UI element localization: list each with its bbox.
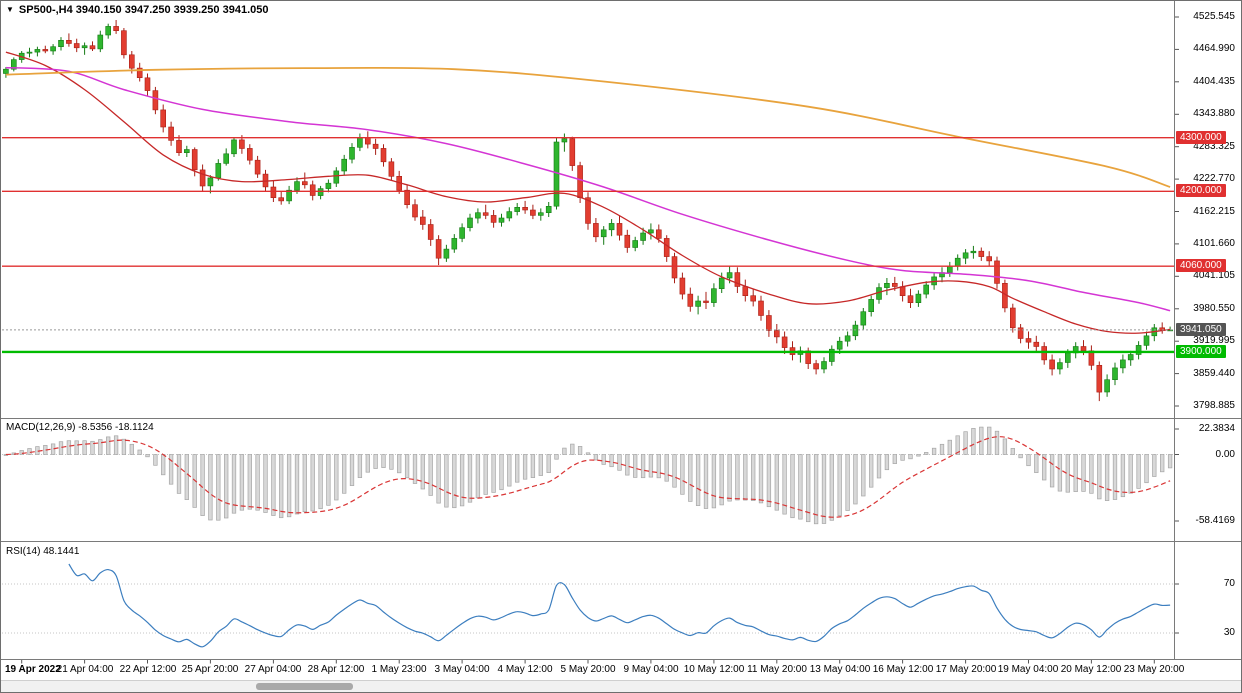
time-axis-label: 19 Apr 2022 [5, 664, 61, 675]
time-axis-label: 16 May 12:00 [872, 664, 934, 675]
hline-tag-4060.000[interactable]: 4060.000 [1176, 259, 1226, 273]
horizontal-scrollbar[interactable] [1, 680, 1241, 692]
price-axis-label: 3919.995 [1193, 335, 1235, 347]
price-axis-label: 3798.885 [1193, 400, 1235, 411]
time-axis-label: 11 May 20:00 [747, 664, 807, 675]
time-axis-label: 21 Apr 04:00 [56, 664, 114, 675]
macd-axis-label: 22.3834 [1198, 423, 1235, 434]
time-axis-label: 9 May 04:00 [623, 664, 679, 675]
ma-fast-line [5, 51, 1171, 334]
time-axis-label: 20 May 12:00 [1060, 664, 1122, 675]
time-axis-label: 4 May 12:00 [497, 664, 553, 675]
rsi-axis-label: 30 [1223, 627, 1235, 638]
price-axis-label: 3980.550 [1193, 302, 1235, 314]
time-axis-label: 25 Apr 20:00 [181, 664, 239, 675]
price-axis-label: 4525.545 [1193, 11, 1235, 22]
macd-axis-label: -58.4169 [1195, 515, 1235, 527]
rsi-axis-label: 70 [1223, 578, 1235, 589]
price-axis-label: 4283.325 [1193, 140, 1235, 152]
price-axis-label: 4343.880 [1193, 108, 1235, 120]
time-axis-label: 10 May 12:00 [683, 664, 745, 675]
price-axis-label: 4222.770 [1193, 173, 1235, 185]
ma-mid-line [5, 66, 1171, 312]
time-axis-label: 13 May 04:00 [809, 664, 871, 675]
symbol-ohlc-title: SP500-,H4 3940.150 3947.250 3939.250 394… [18, 4, 269, 16]
macd-axis-label: 0.00 [1215, 448, 1235, 460]
chart-header: ▼ SP500-,H4 3940.150 3947.250 3939.250 3… [6, 4, 268, 16]
rsi-indicator-label: RSI(14) 48.1441 [6, 546, 80, 557]
time-axis-label: 22 Apr 12:00 [119, 664, 177, 675]
time-axis-label: 23 May 20:00 [1123, 664, 1185, 675]
price-axis-label: 4162.215 [1193, 205, 1235, 217]
time-axis-label: 5 May 20:00 [560, 664, 616, 675]
symbol-dropdown-icon[interactable]: ▼ [6, 5, 14, 14]
time-axis-label: 1 May 23:00 [371, 664, 427, 675]
ma-slow-line [5, 66, 1171, 188]
macd-indicator-label: MACD(12,26,9) -8.5356 -18.1124 [6, 422, 154, 433]
price-axis-label: 4041.105 [1193, 270, 1235, 282]
time-axis-label: 3 May 04:00 [434, 664, 490, 675]
hline-tag-4300.000[interactable]: 4300.000 [1176, 130, 1226, 144]
time-axis-label: 27 Apr 04:00 [244, 664, 302, 675]
current-price-tag[interactable]: 3941.050 [1176, 322, 1226, 336]
time-axis-label: 17 May 20:00 [935, 664, 997, 675]
price-axis-label: 3859.440 [1193, 367, 1235, 379]
price-axis-label: 4101.660 [1193, 237, 1235, 249]
hline-tag-4200.000[interactable]: 4200.000 [1176, 184, 1226, 198]
scrollbar-thumb[interactable] [256, 683, 353, 690]
price-axis-label: 4464.990 [1193, 43, 1235, 55]
time-axis-label: 19 May 04:00 [997, 664, 1059, 675]
time-axis-label: 28 Apr 12:00 [307, 664, 365, 675]
price-axis-label: 4404.435 [1193, 75, 1235, 87]
hline-tag-3900.000[interactable]: 3900.000 [1176, 344, 1226, 358]
